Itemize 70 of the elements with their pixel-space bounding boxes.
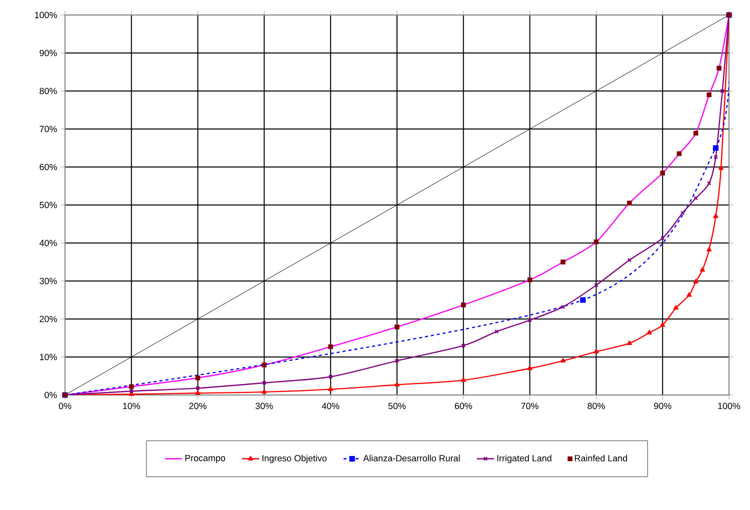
point [460, 377, 466, 382]
legend-label: Irrigated Land [497, 454, 552, 464]
legend-label: Procampo [185, 454, 226, 463]
point [195, 390, 200, 395]
point [686, 292, 692, 297]
point [262, 362, 267, 368]
x-tick-label: 70% [521, 402, 538, 410]
point [693, 130, 698, 136]
point [627, 200, 632, 206]
x-tick-label: 40% [322, 402, 340, 410]
y-tick-label: 60% [40, 164, 57, 170]
x-tick-label: 50% [388, 402, 406, 410]
point [560, 358, 566, 362]
y-tick-label: 70% [40, 126, 57, 132]
point [700, 267, 705, 272]
point [693, 278, 698, 284]
point [328, 344, 333, 350]
point [660, 236, 665, 240]
point [262, 389, 267, 394]
x-tick-label: 20% [189, 402, 206, 410]
point [646, 330, 652, 334]
point [560, 304, 566, 309]
point [660, 170, 665, 176]
point [627, 258, 632, 262]
x-tick-label: 80% [588, 402, 605, 410]
point [673, 305, 678, 310]
point [718, 165, 724, 170]
x-tick-label: 30% [256, 402, 273, 410]
x-tick-label: 60% [454, 402, 472, 410]
x-tick-label: 0% [58, 402, 72, 410]
point [660, 322, 666, 327]
point [716, 66, 722, 71]
point [527, 277, 532, 282]
point [394, 324, 400, 330]
point [195, 376, 200, 380]
y-tick-label: 100% [34, 12, 57, 18]
point [626, 340, 632, 346]
point [129, 389, 134, 394]
point [706, 247, 712, 252]
legend-label: Rainfed Land [574, 454, 627, 462]
point [706, 92, 712, 98]
x-tick-label: 90% [654, 402, 672, 410]
point [461, 343, 466, 348]
legend-label: Alianza-Desarrollo Rural [363, 454, 460, 462]
point [528, 318, 532, 322]
x-tick-label: 10% [123, 402, 140, 410]
point [461, 302, 466, 308]
point [713, 214, 718, 218]
y-tick-label: 50% [40, 202, 57, 208]
point [676, 151, 682, 156]
point [594, 239, 599, 244]
point [328, 386, 334, 391]
y-tick-label: 30% [40, 278, 57, 284]
y-tick-label: 80% [40, 88, 57, 94]
y-tick-label: 40% [39, 240, 57, 246]
point [527, 366, 532, 370]
y-tick-label: 10% [40, 354, 57, 360]
y-tick-label: 90% [40, 50, 57, 56]
point [560, 260, 566, 264]
x-tick-label: 100% [718, 402, 740, 410]
y-tick-label: 20% [40, 316, 57, 322]
point [580, 297, 586, 303]
point [394, 358, 400, 363]
point [394, 382, 400, 386]
point [712, 145, 719, 151]
y-tick-label: 0% [44, 392, 57, 398]
point [706, 181, 712, 186]
point [129, 384, 134, 390]
point [594, 348, 599, 354]
legend-label: Ingreso Objetivo [262, 454, 327, 464]
